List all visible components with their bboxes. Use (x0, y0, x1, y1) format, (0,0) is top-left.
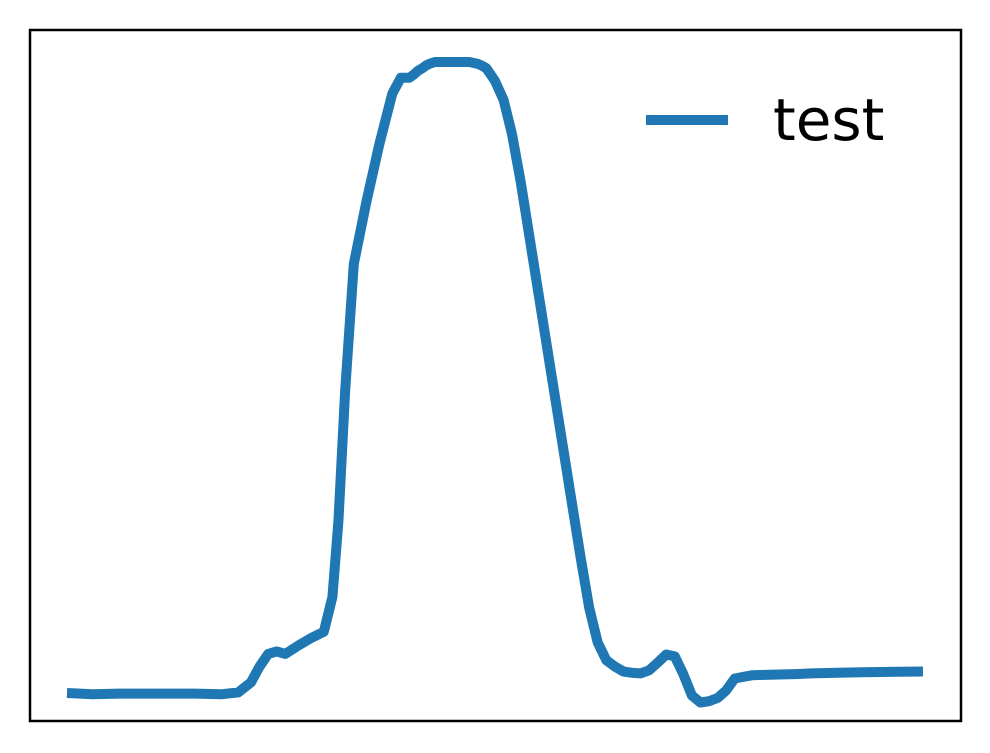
series-layer (66, 57, 924, 708)
legend-label-test: test (773, 86, 884, 154)
series-line-test (66, 57, 924, 708)
axes-frame (28, 28, 963, 723)
legend: test (646, 86, 884, 154)
plot-background (30, 30, 961, 721)
